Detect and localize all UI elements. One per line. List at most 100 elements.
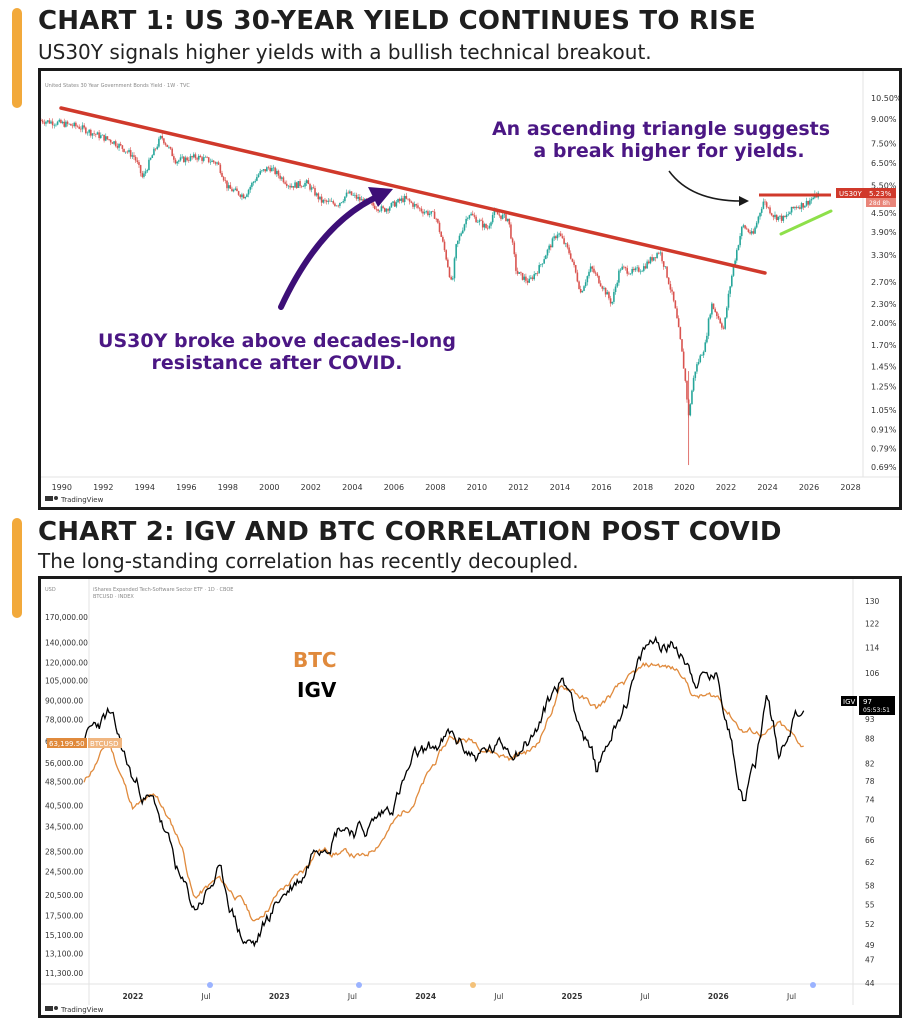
chart2-event-marker-3[interactable] — [470, 982, 476, 988]
candle-body — [118, 143, 120, 148]
candle-body — [80, 128, 82, 130]
candle-body — [707, 318, 710, 336]
candle-body — [724, 317, 726, 329]
candle-body — [269, 167, 271, 172]
candle-body — [277, 170, 280, 176]
candle-body — [664, 266, 667, 268]
candle-body — [146, 170, 149, 172]
candle-body — [574, 265, 577, 273]
candle-body — [232, 189, 235, 192]
candle-body — [382, 206, 384, 208]
candle-body — [682, 351, 685, 369]
candle-body — [513, 242, 516, 255]
candle-body — [812, 197, 814, 200]
chart1-svg: United States 30 Year Government Bonds Y… — [41, 71, 899, 507]
candle-body — [75, 122, 77, 127]
chart2-igv-value-tag — [859, 696, 895, 715]
candle-body — [634, 268, 637, 271]
candle-body — [750, 231, 753, 234]
candle-body — [109, 139, 112, 143]
candle-body — [579, 289, 582, 293]
candle-body — [744, 225, 746, 229]
candle-body — [671, 289, 673, 292]
y-left-tick-label: 78,000.00 — [45, 715, 83, 724]
candle-body — [192, 154, 195, 158]
chart2-y-axis-right: 130 122 114 106 93 88 82 78 74 70 66 62 58 55 52 49 47 44 — [865, 597, 880, 988]
candle-body — [535, 273, 537, 275]
candle-body — [545, 255, 547, 260]
candle-body — [596, 273, 599, 276]
candle-body — [347, 192, 350, 194]
candle-body — [103, 134, 105, 141]
chart2-event-marker-1[interactable] — [207, 982, 213, 988]
chart1-triangle-support-line — [779, 209, 833, 236]
y-tick-label: 2.00% — [871, 319, 897, 328]
candle-body — [108, 139, 110, 140]
y-tick-label: 6.50% — [871, 159, 897, 168]
candle-body — [179, 157, 182, 161]
candle-body — [161, 135, 164, 139]
candle-body — [616, 282, 619, 287]
candle-body — [735, 250, 738, 261]
candle-body — [133, 155, 135, 157]
chart2-event-marker-2[interactable] — [356, 982, 362, 988]
candle-body — [654, 257, 657, 259]
candle-body — [256, 177, 258, 181]
candle-body — [541, 263, 544, 265]
candle-body — [719, 318, 721, 324]
candle-body — [284, 182, 286, 184]
y-right-tick-label: 106 — [865, 669, 880, 678]
candle-body — [329, 200, 331, 202]
candle-body — [569, 253, 572, 259]
candle-body — [305, 180, 308, 184]
candle-body — [158, 138, 160, 147]
candle-body — [621, 266, 624, 270]
candle-body — [61, 121, 64, 124]
chart1-callout-breakout-line1: US30Y broke above decades-long — [98, 330, 456, 352]
y-right-tick-label: 114 — [865, 643, 880, 652]
candle-body — [540, 264, 542, 266]
candle-body — [196, 158, 198, 160]
candle-body — [515, 254, 517, 271]
candle-body — [716, 311, 718, 316]
candle-body — [151, 155, 154, 158]
x-tick-label: 2022 — [122, 992, 143, 1001]
candle-body — [81, 125, 84, 130]
candle-body — [285, 183, 288, 186]
y-right-tick-label: 88 — [865, 735, 875, 744]
candle-body — [553, 236, 555, 239]
candle-body — [51, 121, 54, 126]
x-tick-label: 2010 — [467, 483, 487, 492]
candle-body — [221, 173, 223, 177]
candle-body — [359, 197, 361, 201]
candle-body — [73, 122, 76, 127]
candle-body — [247, 189, 250, 195]
chart2-svg: USD iShares Expanded Tech-Software Secto… — [41, 579, 899, 1015]
candle-body — [141, 173, 144, 177]
candle-body — [455, 244, 457, 259]
candle-body — [387, 208, 389, 211]
x-tick-label: Jul — [640, 992, 650, 1001]
candle-body — [227, 185, 230, 189]
candle-body — [332, 201, 335, 204]
chart1-countdown-tag — [866, 198, 896, 207]
x-tick-label: 2026 — [708, 992, 729, 1001]
candle-body — [48, 120, 51, 124]
y-left-tick-label: 11,300.00 — [45, 969, 83, 978]
candle-body — [501, 214, 504, 219]
candle-body — [373, 205, 376, 209]
candle-body — [163, 138, 165, 144]
candle-body — [322, 199, 325, 203]
candle-body — [99, 135, 102, 139]
candle-body — [789, 212, 791, 215]
candle-body — [259, 171, 261, 175]
candle-body — [41, 120, 42, 122]
chart2-igv-line — [83, 635, 805, 948]
candle-body — [78, 126, 80, 129]
candle-body — [488, 225, 491, 229]
candle-body — [324, 199, 326, 201]
chart1-price-label: 5.23% — [869, 190, 892, 198]
candle-body — [442, 236, 444, 242]
candle-body — [164, 143, 167, 145]
chart2-event-marker-4[interactable] — [810, 982, 816, 988]
